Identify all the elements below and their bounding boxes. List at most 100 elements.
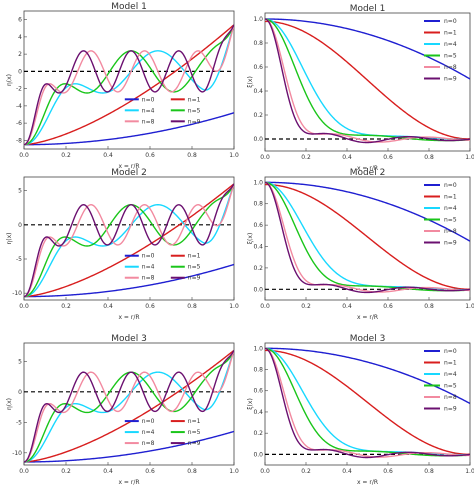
x-tick-label: 0.8: [424, 303, 434, 310]
x-axis-label: x = r/R: [118, 163, 139, 170]
x-tick-label: 0.0: [260, 303, 270, 310]
series-line-n8: [24, 350, 234, 463]
series-line-n9: [265, 181, 470, 294]
legend-label: n=0: [142, 96, 155, 103]
legend-label: n=1: [188, 96, 201, 103]
x-tick-label: 0.0: [260, 154, 270, 161]
legend-label: n=4: [142, 264, 155, 271]
chart-panel-5: Model 3 0.0 0.2 0.4 0.6 0.8 1.0 -10 -5 0 5 x = r/R η…: [6, 334, 239, 486]
series-line-n0: [24, 263, 234, 298]
y-axis-label: η(x): [6, 74, 13, 86]
series-line-n8: [265, 181, 470, 293]
legend-label: n=0: [444, 182, 457, 189]
legend-label: n=5: [188, 429, 201, 436]
x-tick-label: 0.4: [103, 152, 113, 159]
series-line-n1: [24, 349, 234, 463]
series-line-n8: [265, 18, 470, 143]
x-tick-label: 0.8: [187, 468, 197, 475]
plot-frame: [23, 10, 235, 150]
legend: n=0 n=1 n=4 n=5 n=8 n=9: [424, 348, 457, 413]
series-line-n5: [265, 18, 470, 142]
legend-label: n=8: [444, 228, 457, 235]
series-line-n0: [265, 181, 470, 242]
series-line-n8: [265, 347, 470, 458]
legend-label: n=8: [142, 275, 155, 282]
y-axis-label: η(x): [6, 232, 13, 244]
y-tick-label: 0.2: [253, 430, 263, 437]
x-tick-label: 0.0: [19, 468, 29, 475]
series-line-n0: [265, 18, 470, 80]
legend: n=0 n=1 n=4 n=5 n=8 n=9: [124, 418, 201, 447]
series-line-n9: [265, 347, 470, 459]
y-tick-label: 1.0: [253, 179, 263, 186]
x-tick-label: 0.4: [342, 303, 352, 310]
x-tick-label: 0.8: [424, 154, 434, 161]
x-tick-label: 1.0: [465, 468, 474, 475]
legend: n=0 n=1 n=4 n=5 n=8 n=9: [124, 96, 201, 125]
y-tick-label: -8: [16, 137, 22, 144]
chart-panel-6: Model 3 0.0 0.2 0.4 0.6 0.8 1.0 0.0 0.2 0.4 0.6 0.8…: [247, 334, 474, 486]
x-tick-label: 0.6: [145, 468, 155, 475]
legend-label: n=1: [444, 30, 457, 37]
chart-title: Model 3: [350, 334, 386, 344]
y-axis-label: ξ(x): [247, 76, 254, 88]
chart-title: Model 3: [111, 334, 147, 344]
series-line-n5: [24, 24, 234, 146]
x-tick-label: 0.2: [61, 468, 71, 475]
y-tick-label: 5: [18, 188, 22, 195]
chart-panel-1: Model 1 0.0 0.2 0.4 0.6 0.8 1.0 -8 -6 -4 -2 0 2 4 6 x =…: [6, 2, 239, 170]
series-line-n1: [265, 20, 470, 140]
y-tick-label: 0.2: [253, 112, 263, 119]
y-tick-label: 0: [18, 222, 22, 229]
chart-title: Model 1: [111, 2, 147, 12]
y-tick-label: 0.6: [253, 222, 263, 229]
x-tick-label: 0.0: [260, 468, 270, 475]
y-tick-label: 0.8: [253, 40, 263, 47]
x-tick-label: 0.8: [424, 468, 434, 475]
x-tick-label: 0.2: [61, 303, 71, 310]
y-tick-label: -4: [16, 103, 22, 110]
y-tick-label: 5: [18, 358, 22, 365]
y-tick-label: 0.0: [253, 451, 263, 458]
y-tick-label: 0.4: [253, 409, 263, 416]
legend-label: n=9: [444, 76, 457, 83]
legend-label: n=8: [444, 64, 457, 71]
legend-label: n=0: [142, 418, 155, 425]
y-axis-label: ξ(x): [247, 233, 254, 245]
x-axis-label: x = r/R: [357, 479, 378, 486]
x-tick-label: 1.0: [465, 154, 474, 161]
legend-label: n=5: [444, 53, 457, 60]
y-tick-label: 0.2: [253, 265, 263, 272]
plot-frame: [264, 342, 471, 466]
series-line-n5: [24, 350, 234, 463]
legend-label: n=4: [444, 371, 457, 378]
y-tick-label: 0.0: [253, 286, 263, 293]
x-tick-label: 1.0: [465, 303, 474, 310]
series-line-n9: [265, 18, 470, 144]
x-tick-label: 0.2: [301, 468, 311, 475]
legend-label: n=9: [188, 275, 201, 282]
x-tick-label: 0.8: [187, 303, 197, 310]
x-tick-label: 1.0: [229, 468, 239, 475]
legend-label: n=4: [142, 107, 155, 114]
y-tick-label: 0.4: [253, 88, 263, 95]
chart-panel-2: Model 1 0.0 0.2 0.4 0.6 0.8 1.0 0.0 0.2 0.4 0.6 0.8…: [247, 4, 474, 172]
legend-label: n=9: [188, 440, 201, 447]
series-line-n0: [24, 112, 234, 146]
y-tick-label: 0.6: [253, 388, 263, 395]
series-line-n9: [24, 24, 234, 146]
legend-label: n=9: [444, 240, 457, 247]
legend-label: n=5: [444, 217, 457, 224]
y-tick-label: -10: [12, 450, 22, 457]
series-line-n4: [24, 183, 234, 298]
legend-label: n=1: [188, 253, 201, 260]
series-line-n1: [24, 24, 234, 146]
plot-frame: [23, 176, 235, 301]
chart-panel-3: Model 2 0.0 0.2 0.4 0.6 0.8 1.0 -10 -5 0 5 x = r/R η…: [6, 168, 239, 321]
x-tick-label: 0.4: [342, 154, 352, 161]
y-tick-label: -5: [16, 419, 22, 426]
legend-label: n=9: [188, 118, 201, 125]
y-tick-label: -6: [16, 120, 22, 127]
x-tick-label: 0.4: [342, 468, 352, 475]
